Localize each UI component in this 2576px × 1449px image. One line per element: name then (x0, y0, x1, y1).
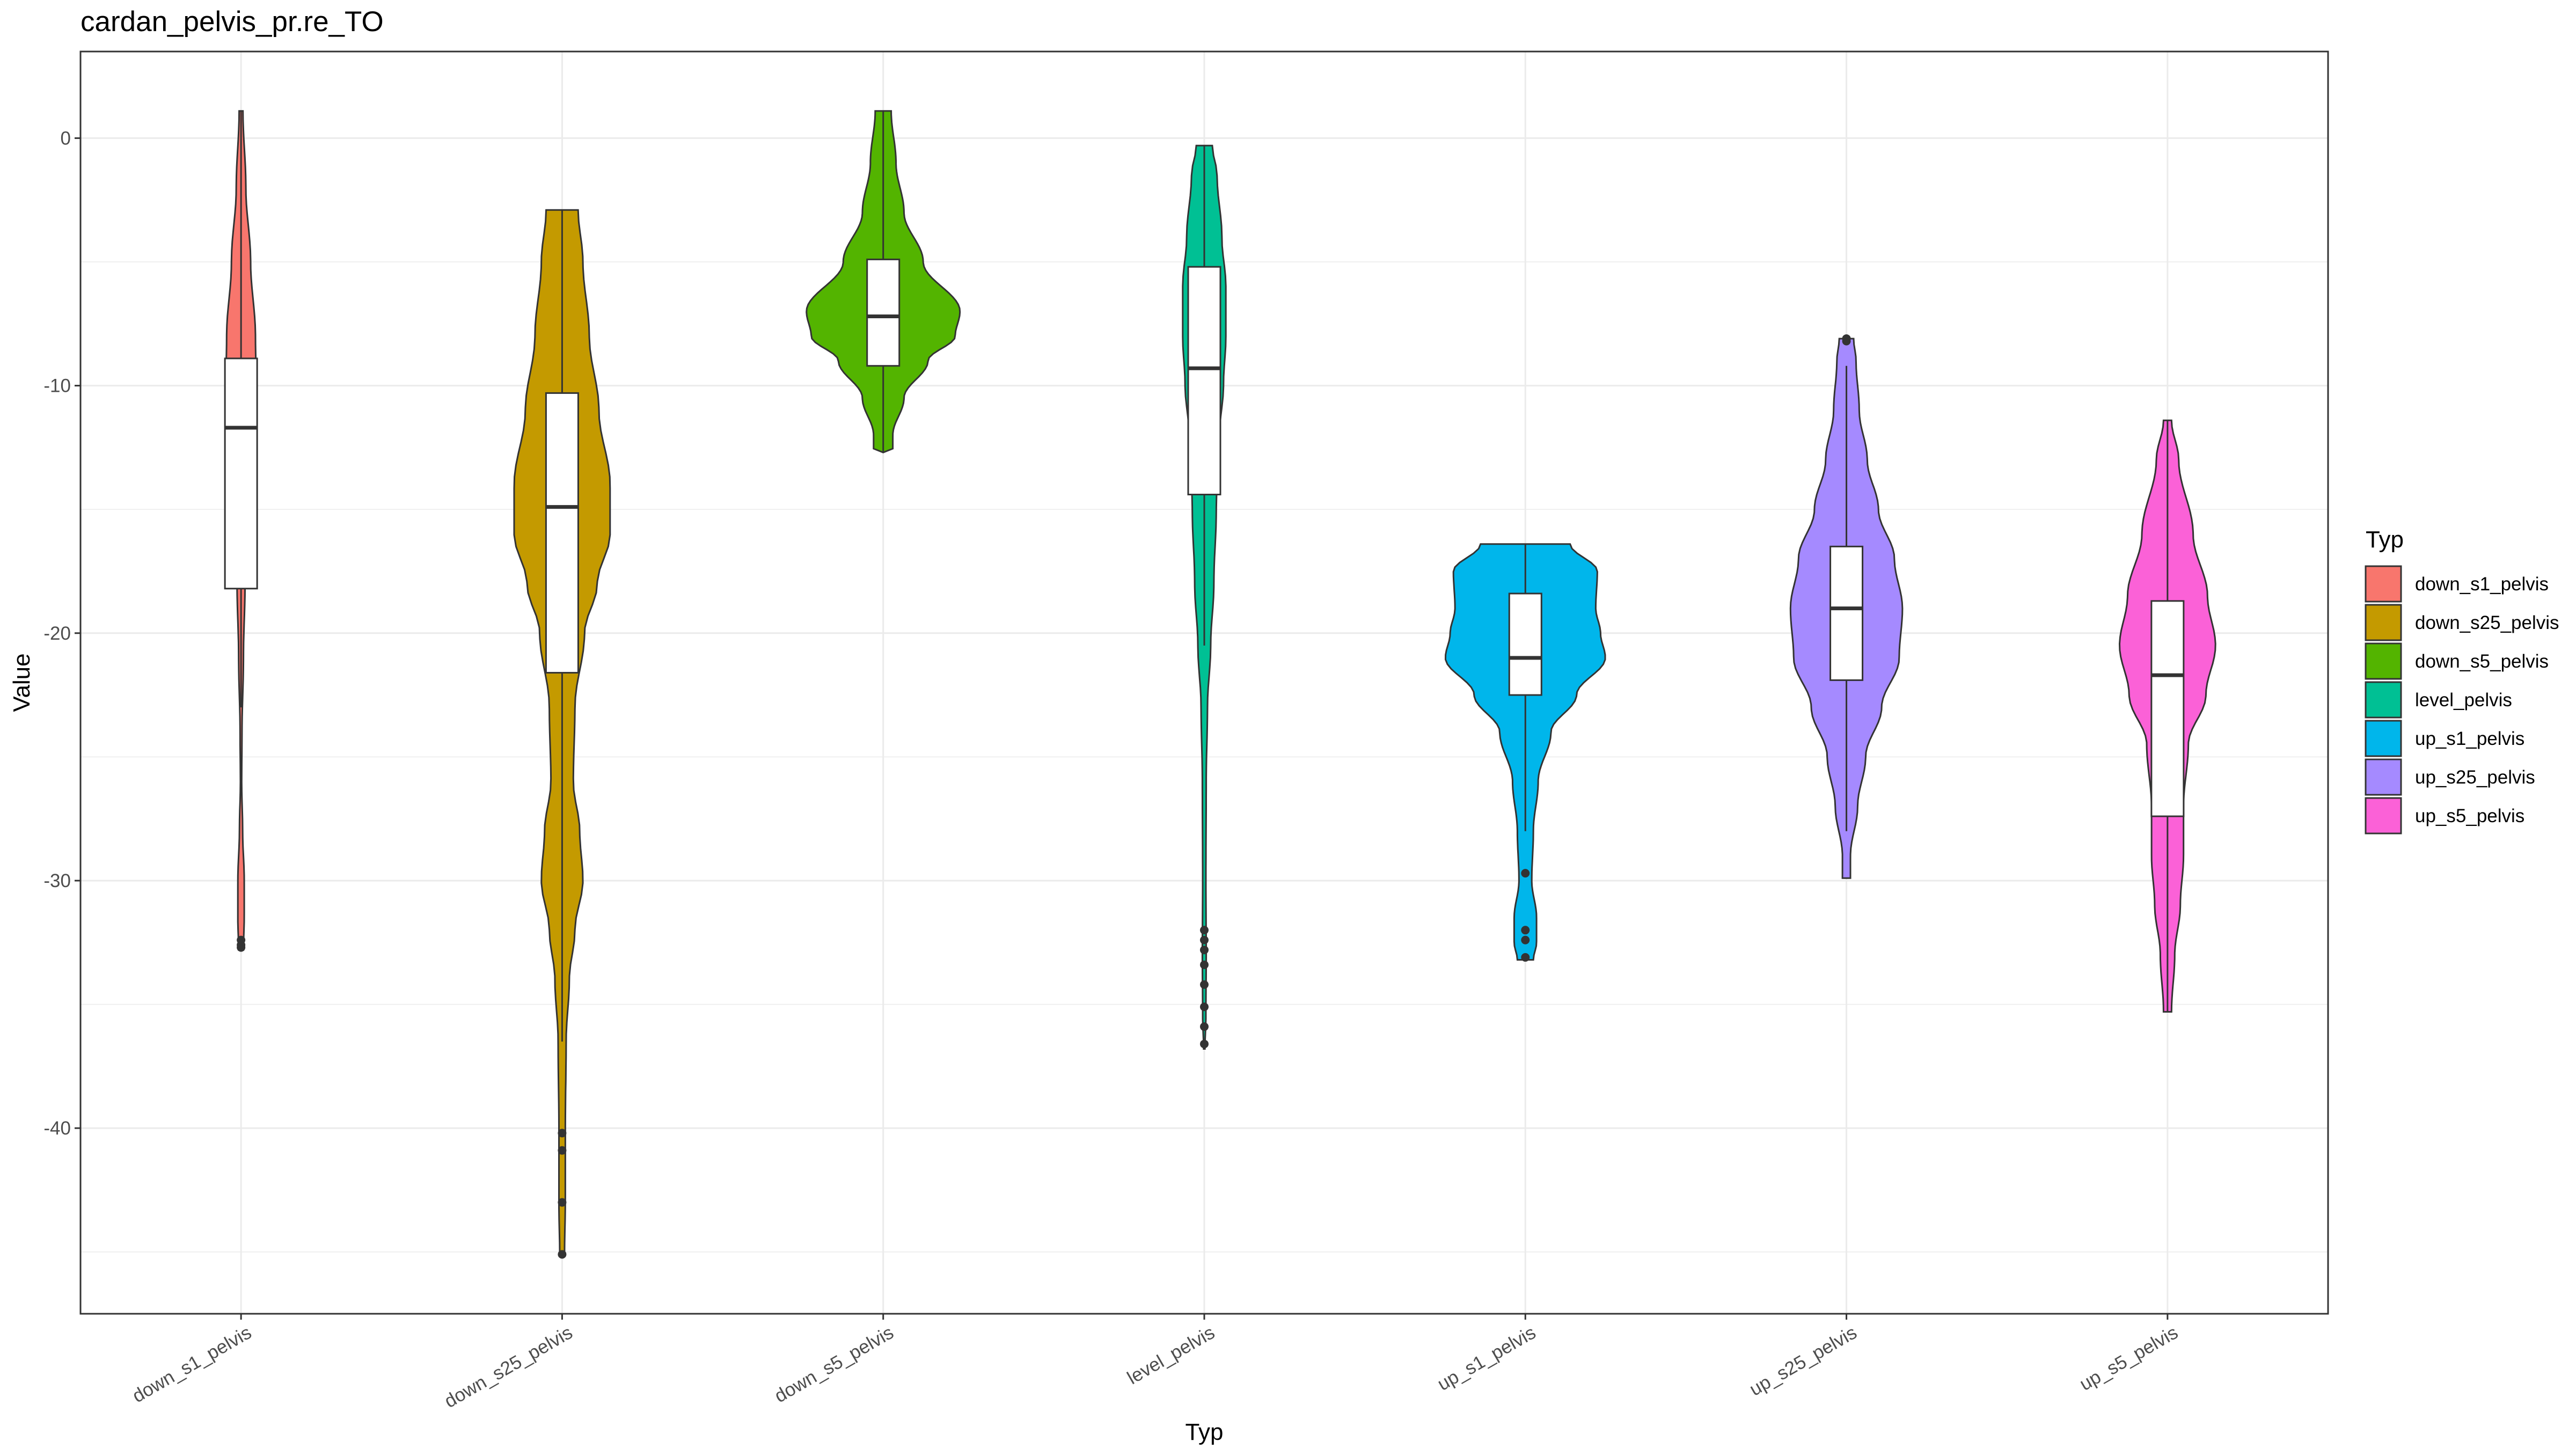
legend-label: up_s1_pelvis (2415, 728, 2524, 749)
legend-key (2365, 797, 2402, 835)
y-axis-title: Value (9, 653, 35, 712)
legend-key (2365, 720, 2402, 757)
legend-label: up_s25_pelvis (2415, 767, 2535, 788)
outlier-point (1200, 935, 1209, 945)
outlier-point (1521, 953, 1530, 962)
x-axis-title: Typ (1185, 1419, 1224, 1445)
legend-title: Typ (2366, 526, 2404, 553)
outlier-point (1200, 926, 1209, 935)
outlier-point (1521, 935, 1530, 945)
violin-group (806, 110, 961, 453)
box-iqr (866, 258, 901, 367)
outlier-point (1200, 946, 1209, 955)
violin-group (1444, 543, 1606, 962)
outlier-point (237, 943, 246, 952)
box-iqr (545, 392, 579, 674)
outlier-point (558, 1198, 567, 1207)
legend-key (2365, 565, 2402, 603)
outlier-point (1200, 1002, 1209, 1012)
legend: Typ down_s1_pelvis down_s25_pelvis down_s5… (2365, 526, 2559, 835)
legend-key (2365, 758, 2402, 796)
box-iqr (2150, 600, 2185, 817)
chart-title: cardan_pelvis_pr.re_TO (80, 6, 384, 38)
outlier-point (1521, 869, 1530, 878)
outlier-point (1521, 926, 1530, 935)
outlier-point (1200, 1040, 1209, 1049)
y-tick-label: -20 (43, 623, 71, 644)
legend-label: level_pelvis (2415, 690, 2512, 711)
legend-key (2365, 681, 2402, 719)
box-iqr (1829, 545, 1864, 681)
violin-group (224, 110, 258, 952)
violins (224, 110, 2216, 1259)
outlier-point (558, 1250, 567, 1259)
violin-group (2118, 419, 2216, 1013)
y-tick-label: -40 (43, 1118, 71, 1139)
violin-group (1182, 144, 1227, 1050)
violin-group (513, 209, 611, 1259)
outlier-point (1842, 336, 1851, 346)
box-iqr (224, 357, 258, 590)
y-tick-label: -30 (43, 870, 71, 891)
y-tick-label: 0 (61, 128, 71, 149)
legend-key (2365, 642, 2402, 680)
outlier-point (1200, 1022, 1209, 1031)
legend-label: up_s5_pelvis (2415, 806, 2524, 826)
legend-key (2365, 604, 2402, 641)
legend-label: down_s25_pelvis (2415, 612, 2559, 633)
outlier-point (558, 1146, 567, 1155)
outlier-point (1200, 960, 1209, 969)
y-tick-label: -10 (43, 376, 71, 397)
box-iqr (1508, 592, 1542, 696)
violin-group (1789, 334, 1904, 879)
legend-label: down_s5_pelvis (2415, 651, 2549, 672)
legend-label: down_s1_pelvis (2415, 574, 2549, 595)
outlier-point (1200, 980, 1209, 989)
box-iqr (1187, 266, 1221, 496)
outlier-point (558, 1129, 567, 1138)
